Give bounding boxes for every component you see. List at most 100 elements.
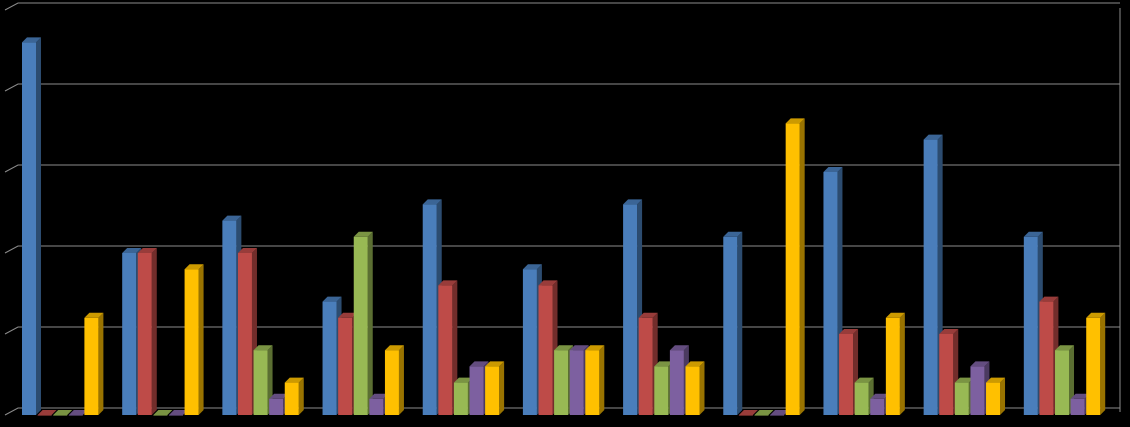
bar-top	[469, 361, 489, 367]
bar-top	[685, 361, 705, 367]
bar-top	[654, 361, 674, 367]
bar-side	[367, 231, 373, 415]
bar-front	[538, 285, 553, 415]
bar	[685, 361, 705, 415]
bar-front	[122, 253, 137, 415]
bar-side	[198, 264, 204, 415]
bar-front	[168, 415, 183, 416]
bar-top	[1039, 296, 1059, 302]
bar	[585, 345, 605, 415]
bar-front	[823, 172, 838, 415]
bar	[253, 345, 273, 415]
bar-front	[885, 317, 900, 415]
bar	[1086, 312, 1106, 415]
bar-top	[237, 248, 257, 253]
bar-top	[538, 280, 558, 286]
bar-top	[554, 345, 574, 351]
bar-front	[269, 398, 284, 415]
bar	[986, 377, 1006, 415]
grid-line	[4, 407, 1120, 416]
bar-top	[669, 345, 689, 351]
bar-side	[599, 345, 605, 415]
bar-side	[799, 118, 805, 416]
bar-front	[184, 269, 199, 415]
bar-front	[68, 415, 83, 416]
bar-front	[738, 415, 753, 416]
bar-top	[1086, 312, 1106, 318]
grid-line	[4, 245, 1120, 254]
bar-top	[839, 329, 859, 334]
bar	[137, 248, 157, 415]
grid-line	[4, 326, 1120, 335]
bar-front	[1055, 350, 1070, 415]
bar-side	[398, 345, 404, 415]
bar-top	[1070, 393, 1090, 399]
bar-front	[1070, 398, 1085, 415]
bar-front	[870, 398, 885, 415]
bar-front	[685, 366, 700, 415]
bar	[384, 345, 404, 415]
bar-top	[322, 296, 342, 302]
bar-top	[222, 215, 242, 221]
bar-front	[1039, 301, 1054, 415]
bar-front	[954, 382, 969, 415]
bar	[485, 361, 505, 415]
bar-top	[438, 280, 458, 286]
bar-top	[569, 345, 589, 351]
bar-top	[253, 345, 273, 351]
bar	[184, 264, 204, 415]
bar-front	[453, 382, 468, 415]
bar-top	[422, 199, 442, 205]
bar	[839, 329, 859, 415]
bar-front	[754, 415, 769, 416]
bar-front	[22, 42, 36, 416]
bar	[22, 37, 41, 416]
bar-top	[723, 231, 743, 237]
bar-front	[785, 123, 800, 416]
bar-top	[754, 410, 774, 415]
bar-top	[738, 410, 758, 415]
bar-side	[98, 312, 104, 415]
bar-side	[499, 361, 505, 415]
bar-top	[1055, 345, 1075, 351]
bar-front	[554, 350, 569, 415]
bar-side	[699, 361, 705, 415]
bar-top	[269, 393, 289, 399]
bar-front	[384, 350, 399, 415]
bar-front	[53, 415, 68, 416]
bar-front	[585, 350, 600, 415]
bar-front	[137, 253, 152, 415]
bar-side	[899, 312, 905, 415]
bar-top	[623, 199, 643, 205]
bar-front	[839, 334, 854, 415]
bar-top	[122, 248, 142, 253]
bar-top	[522, 264, 542, 270]
bar-top	[68, 410, 88, 415]
bar	[754, 410, 774, 416]
bar-top	[923, 134, 943, 140]
bar-side	[737, 231, 743, 415]
bar-front	[353, 236, 368, 415]
bar-side	[1000, 377, 1006, 415]
bar	[168, 410, 188, 416]
bar-top	[184, 264, 204, 270]
bar	[970, 361, 990, 415]
bar-front	[1086, 317, 1101, 415]
bar-front	[970, 366, 985, 415]
bar-top	[22, 37, 41, 43]
bar-front	[422, 204, 437, 415]
bar-front	[854, 382, 869, 415]
bar-top	[338, 312, 358, 318]
bar	[723, 231, 743, 415]
bar-front	[623, 204, 638, 415]
bar-top	[870, 393, 890, 399]
bar-front	[669, 350, 684, 415]
bar-top	[770, 410, 790, 415]
grid-line	[4, 164, 1120, 173]
bar-top	[353, 231, 373, 237]
bar-top	[854, 377, 874, 383]
bar-front	[37, 415, 52, 416]
bar-front	[654, 366, 669, 415]
bar-top	[453, 377, 473, 383]
